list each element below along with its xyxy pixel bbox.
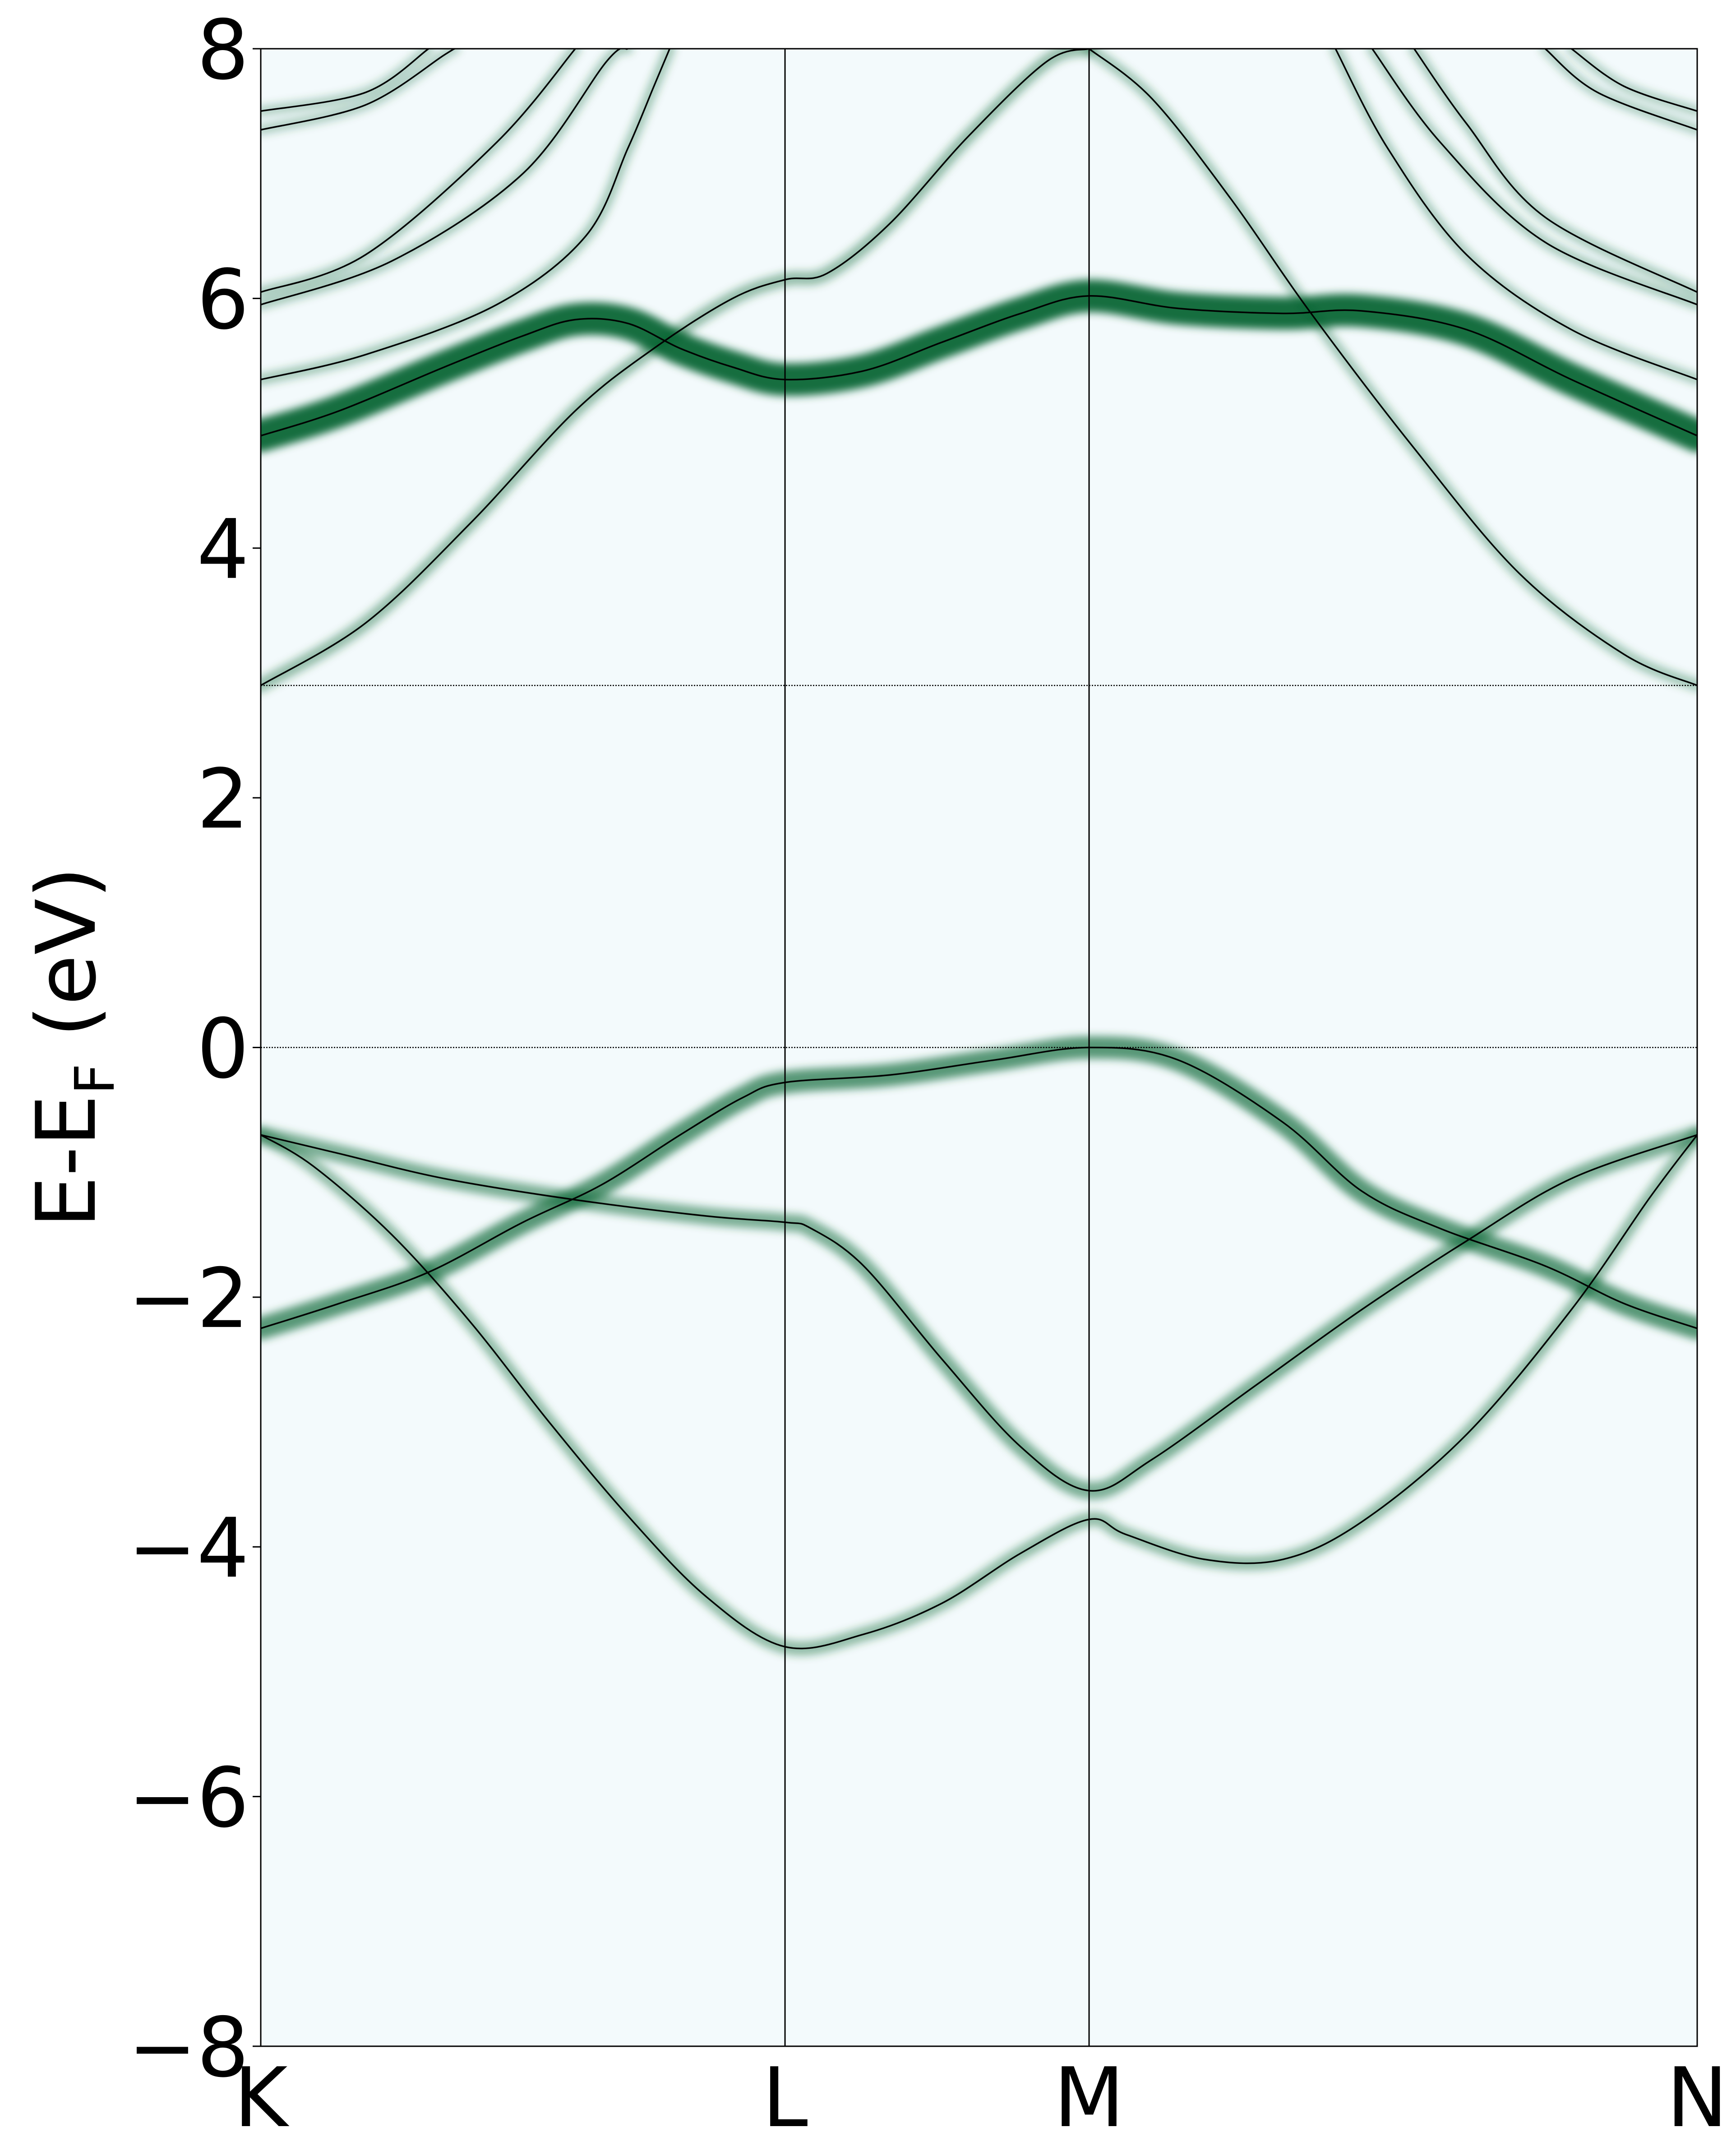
reference-lines (261, 684, 1697, 1048)
band-line-8 (261, 49, 576, 293)
band-line-14 (1544, 49, 1697, 131)
x-tick-label-M: M (1054, 2050, 1125, 2141)
y-tick-label-6: −4 (128, 1500, 249, 1596)
y-axis-title-unit: (eV) (18, 866, 114, 1063)
y-tick-label-2: 4 (197, 502, 249, 597)
y-tick-label-5: −2 (128, 1251, 249, 1346)
y-axis-title: E-EF (eV) (18, 866, 127, 1228)
y-axis-title-subscript: F (64, 1064, 127, 1095)
y-tick-label-3: 2 (197, 751, 249, 847)
band-line-6 (261, 49, 671, 380)
band-line-10 (261, 49, 429, 112)
y-tick-label-0: 8 (197, 2, 249, 98)
y-ticks: 8 6 4 2 0 −2 −4 −6 −8 (128, 2, 261, 2095)
band-line-15 (1571, 49, 1697, 112)
band-line-1 (261, 1134, 1697, 1650)
x-tick-label-N: N (1667, 2050, 1728, 2141)
band-line-9 (261, 49, 456, 131)
x-tick-label-K: K (234, 2050, 290, 2141)
x-ticks: K L M N (234, 2050, 1728, 2141)
kpoint-lines (784, 49, 1090, 2046)
y-tick-label-8: −8 (128, 2000, 249, 2095)
band-line-5 (1088, 49, 1697, 686)
band-line-12 (1371, 49, 1697, 305)
y-tick-label-4: 0 (197, 1001, 249, 1097)
y-axis-title-main: E-E (18, 1095, 114, 1228)
band-line-4 (261, 49, 1090, 686)
y-tick-label-7: −6 (128, 1750, 249, 1846)
band-lines (261, 49, 1697, 1650)
y-tick-label-1: 6 (197, 252, 249, 347)
x-tick-label-L: L (762, 2050, 808, 2141)
band-line-7 (261, 49, 628, 305)
band-line-2 (261, 1046, 1697, 1329)
band-line-13 (1413, 49, 1697, 293)
band-line-3 (261, 295, 1697, 437)
band-line-11 (1334, 49, 1697, 380)
band-line-0 (261, 1134, 1697, 1492)
